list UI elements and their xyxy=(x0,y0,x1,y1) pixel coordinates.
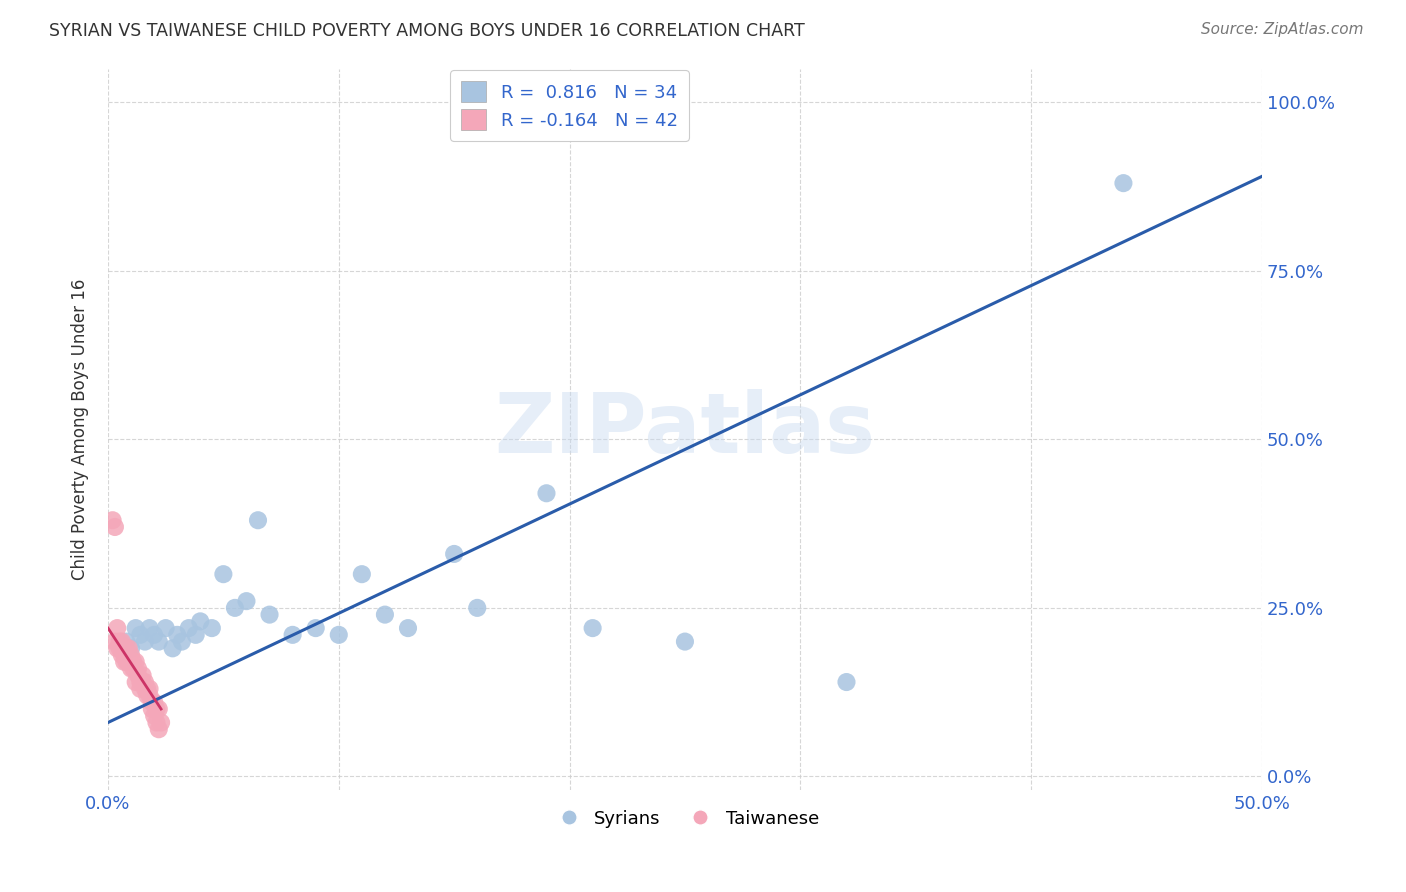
Point xyxy=(141,702,163,716)
Point xyxy=(1112,176,1135,190)
Point xyxy=(115,655,138,669)
Legend: Syrians, Taiwanese: Syrians, Taiwanese xyxy=(544,803,827,835)
Y-axis label: Child Poverty Among Boys Under 16: Child Poverty Among Boys Under 16 xyxy=(72,278,89,580)
Point xyxy=(118,655,141,669)
Point xyxy=(138,621,160,635)
Point xyxy=(246,513,269,527)
Point xyxy=(105,641,128,656)
Point xyxy=(104,520,127,534)
Point xyxy=(673,634,696,648)
Point xyxy=(122,662,145,676)
Point xyxy=(111,648,134,662)
Point xyxy=(155,621,177,635)
Point xyxy=(443,547,465,561)
Point xyxy=(396,621,419,635)
Point xyxy=(143,695,166,709)
Point xyxy=(305,621,328,635)
Point xyxy=(108,641,131,656)
Point xyxy=(134,634,156,648)
Text: Source: ZipAtlas.com: Source: ZipAtlas.com xyxy=(1201,22,1364,37)
Point xyxy=(115,641,138,656)
Point xyxy=(131,675,153,690)
Point xyxy=(177,621,200,635)
Point xyxy=(136,689,159,703)
Point xyxy=(136,681,159,696)
Point xyxy=(120,662,142,676)
Point xyxy=(170,634,193,648)
Point xyxy=(118,641,141,656)
Point xyxy=(350,567,373,582)
Point xyxy=(138,681,160,696)
Point xyxy=(143,708,166,723)
Point xyxy=(129,628,152,642)
Point xyxy=(224,600,246,615)
Point xyxy=(134,681,156,696)
Point xyxy=(141,695,163,709)
Point xyxy=(536,486,558,500)
Point xyxy=(112,655,135,669)
Point xyxy=(374,607,396,622)
Point xyxy=(162,641,184,656)
Point xyxy=(108,634,131,648)
Point xyxy=(835,675,858,690)
Point xyxy=(188,615,211,629)
Point xyxy=(582,621,605,635)
Point xyxy=(127,668,149,682)
Text: ZIPatlas: ZIPatlas xyxy=(495,389,876,470)
Point xyxy=(111,634,134,648)
Point xyxy=(150,715,173,730)
Point xyxy=(145,702,167,716)
Point xyxy=(120,641,142,656)
Point xyxy=(465,600,488,615)
Point xyxy=(134,675,156,690)
Point xyxy=(131,668,153,682)
Point xyxy=(125,675,148,690)
Point xyxy=(184,628,207,642)
Point xyxy=(104,634,127,648)
Point xyxy=(122,655,145,669)
Point xyxy=(259,607,281,622)
Point xyxy=(143,628,166,642)
Point xyxy=(148,702,170,716)
Point xyxy=(138,689,160,703)
Point xyxy=(120,648,142,662)
Point xyxy=(212,567,235,582)
Text: SYRIAN VS TAIWANESE CHILD POVERTY AMONG BOYS UNDER 16 CORRELATION CHART: SYRIAN VS TAIWANESE CHILD POVERTY AMONG … xyxy=(49,22,806,40)
Point xyxy=(129,675,152,690)
Point xyxy=(148,723,170,737)
Point xyxy=(145,715,167,730)
Point xyxy=(148,634,170,648)
Point xyxy=(281,628,304,642)
Point xyxy=(166,628,188,642)
Point xyxy=(101,513,124,527)
Point xyxy=(201,621,224,635)
Point xyxy=(125,621,148,635)
Point xyxy=(328,628,350,642)
Point xyxy=(112,648,135,662)
Point xyxy=(125,655,148,669)
Point xyxy=(127,662,149,676)
Point xyxy=(129,681,152,696)
Point xyxy=(115,634,138,648)
Point xyxy=(105,621,128,635)
Point xyxy=(235,594,257,608)
